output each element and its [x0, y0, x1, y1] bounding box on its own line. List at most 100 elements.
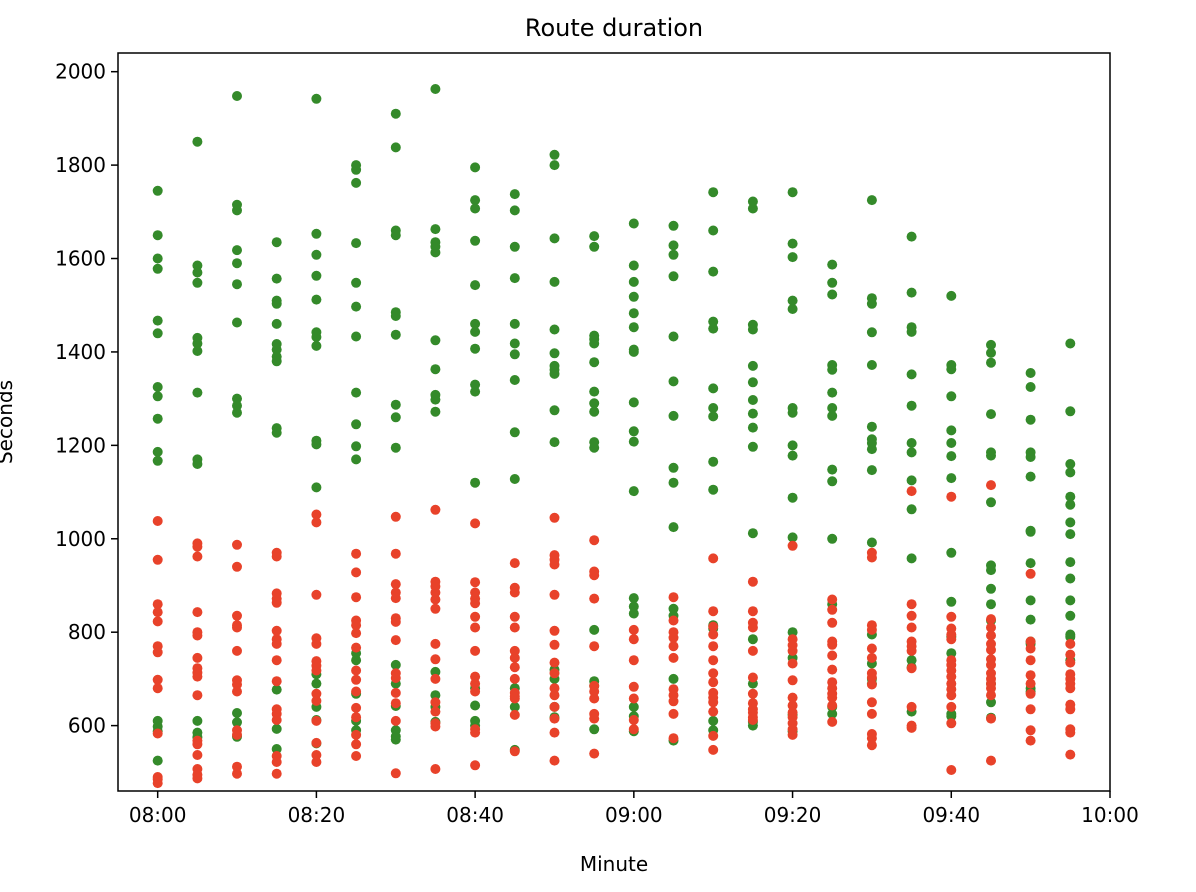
series-2-point [271, 625, 282, 636]
series-1-point [906, 369, 917, 380]
x-tick-label: 09:00 [605, 803, 663, 827]
series-2-point [509, 673, 520, 684]
series-1-point [390, 311, 401, 321]
series-1-point [946, 648, 957, 659]
series-2-point [509, 652, 520, 663]
series-2-point [668, 696, 679, 707]
series-1-point [708, 715, 719, 726]
series-2-point [470, 598, 481, 609]
series-2-point [906, 599, 917, 610]
series-1-point [708, 187, 719, 198]
series-2-point [430, 638, 441, 649]
series-1-point [668, 522, 679, 533]
series-1-point [747, 422, 758, 433]
series-1-point [946, 425, 957, 436]
series-1-point [827, 364, 838, 375]
series-1-point [747, 203, 758, 214]
series-2-point [1065, 657, 1076, 668]
series-1-point [1065, 631, 1076, 642]
series-2-point [232, 768, 242, 779]
series-1-point [946, 290, 957, 301]
series-1-point [589, 338, 600, 349]
series-1-point [628, 436, 639, 447]
series-1-point [271, 298, 282, 309]
series-1-point [668, 477, 679, 488]
series-1-point [589, 624, 600, 635]
series-1-point [866, 537, 877, 548]
series-1-point [946, 547, 957, 558]
series-2-point [549, 668, 560, 679]
series-1-point [311, 294, 322, 305]
series-1-point [986, 409, 996, 420]
series-1-point [668, 410, 679, 421]
series-1-point [390, 734, 401, 745]
series-1-point [271, 427, 282, 438]
series-1-point [1065, 573, 1076, 584]
series-2-point [311, 509, 322, 520]
x-axis-label: Minute [580, 852, 648, 876]
series-2-point [152, 778, 163, 789]
series-2-point [351, 642, 362, 653]
series-1-point [232, 717, 242, 728]
series-2-point [470, 611, 481, 622]
series-1-point [747, 634, 758, 645]
series-1-point [470, 379, 481, 390]
series-1-point [589, 724, 600, 735]
series-1-point [271, 318, 282, 329]
series-2-point [1065, 638, 1076, 649]
series-2-point [470, 671, 481, 682]
series-1-point [628, 308, 639, 319]
series-1-point [509, 273, 520, 284]
series-2-point [192, 607, 203, 618]
series-1-point [906, 475, 917, 486]
series-2-point [668, 733, 679, 744]
series-2-point [946, 491, 957, 502]
series-2-point [1025, 655, 1036, 666]
series-1-point [509, 427, 520, 438]
series-2-point [430, 603, 441, 614]
series-2-point [986, 755, 996, 766]
series-2-point [946, 701, 957, 712]
series-1-point [470, 162, 481, 173]
x-tick-label: 09:40 [922, 803, 980, 827]
series-2-point [351, 739, 362, 750]
series-1-point [787, 238, 798, 249]
series-2-point [747, 645, 758, 656]
series-1-point [152, 446, 163, 457]
series-1-point [390, 412, 401, 423]
series-2-point [311, 665, 322, 676]
series-1-point [271, 356, 282, 367]
series-1-point [1065, 338, 1076, 349]
y-axis: 600 800 1000 1200 1400 1600 1800 2000 [55, 60, 118, 738]
series-2-point [827, 617, 838, 628]
series-1-point [549, 149, 560, 160]
series-1-point [470, 203, 481, 214]
series-2-point [351, 628, 362, 639]
series-2-point [708, 553, 719, 564]
series-1-point [351, 301, 362, 312]
series-2-point [668, 632, 679, 643]
series-2-point [351, 751, 362, 761]
series-1-point [668, 271, 679, 282]
series-2-point [1065, 749, 1076, 760]
series-2-point [986, 690, 996, 701]
series-1-point [628, 608, 639, 619]
series-2-point [232, 686, 242, 697]
series-1-point [311, 270, 322, 281]
series-2-point [152, 647, 163, 658]
series-2-point [152, 683, 163, 694]
y-tick-label: 800 [68, 620, 106, 644]
series-2-point [152, 728, 163, 739]
series-1-point [390, 230, 401, 241]
series-2-point [946, 611, 957, 622]
series-2-point [589, 641, 600, 652]
series-1-point [271, 273, 282, 284]
series-1-point [430, 394, 441, 405]
series-1-point [152, 413, 163, 424]
series-1-point [351, 387, 362, 398]
series-2-point [866, 733, 877, 744]
series-2-point [152, 607, 163, 618]
series-1-point [1065, 595, 1076, 606]
series-2-point [589, 570, 600, 581]
y-tick-label: 600 [68, 714, 106, 738]
